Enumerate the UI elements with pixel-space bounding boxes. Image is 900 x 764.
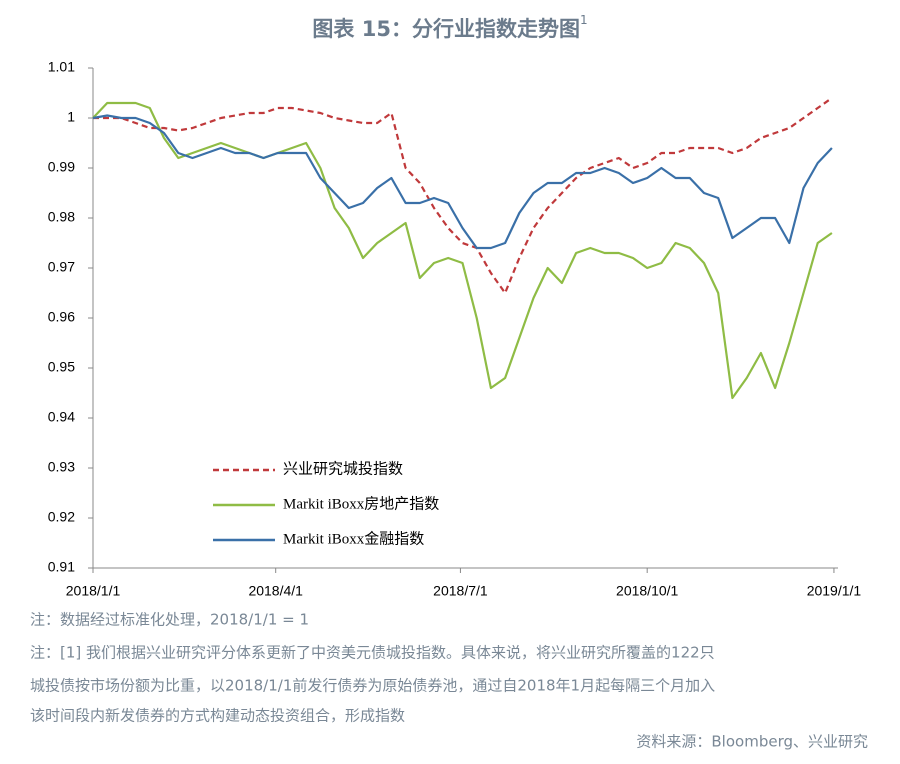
source: 资料来源：Bloomberg、兴业研究 [636, 733, 868, 751]
x-tick-label: 2018/4/1 [248, 583, 303, 599]
y-tick-label: 0.91 [48, 559, 75, 575]
note: 注：[1] 我们根据兴业研究评分体系更新了中资美元债城投指数。具体来说，将兴业研… [30, 644, 715, 662]
y-tick-label: 0.97 [48, 259, 75, 275]
legend-label: 兴业研究城投指数 [283, 460, 403, 477]
y-tick-label: 0.98 [48, 209, 75, 225]
x-tick-label: 2018/10/1 [616, 583, 678, 599]
note: 注：数据经过标准化处理，2018/1/1 = 1 [30, 611, 309, 629]
y-tick-label: 0.95 [48, 359, 75, 375]
y-tick-label: 0.93 [48, 459, 75, 475]
legend-label: Markit iBoxx金融指数 [283, 530, 424, 547]
note: 该时间段内新发债券的方式构建动态投资组合，形成指数 [30, 707, 405, 725]
legend-label: Markit iBoxx房地产指数 [283, 495, 439, 512]
x-tick-label: 2018/1/1 [66, 583, 121, 599]
x-tick-label: 2018/7/1 [433, 583, 488, 599]
y-tick-label: 1.01 [48, 59, 75, 75]
x-tick-label: 2019/1/1 [807, 583, 862, 599]
y-tick-label: 0.96 [48, 309, 75, 325]
series-line [92, 114, 833, 250]
series-line [93, 97, 833, 295]
y-tick-label: 0.92 [48, 509, 75, 525]
title-text: 图表 15：分行业指数走势图 [312, 17, 580, 41]
title-superscript: 1 [580, 13, 588, 27]
chart-title: 图表 15：分行业指数走势图1 [312, 13, 587, 42]
y-tick-label: 0.99 [48, 159, 75, 175]
y-tick-label: 1 [67, 109, 75, 125]
y-tick-label: 0.94 [48, 409, 75, 425]
series-line [92, 101, 833, 400]
note: 城投债按市场份额为比重，以2018/1/1前发行债券为原始债券池，通过自2018… [30, 677, 715, 695]
